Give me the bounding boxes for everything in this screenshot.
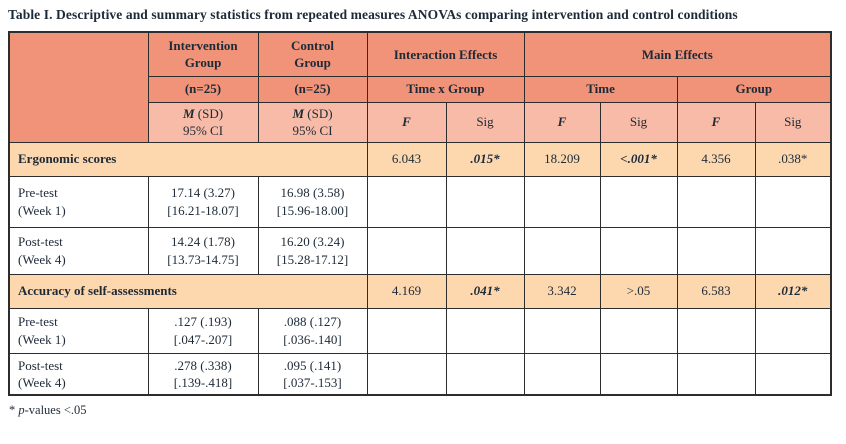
empty-cell — [523, 226, 601, 275]
data-row-pretest-accuracy: Pre-test (Week 1) .127 (.193) [.047-.207… — [8, 307, 832, 354]
time-x-group-header: Time x Group — [366, 75, 525, 103]
stat-interaction-sig: .041* — [445, 273, 525, 309]
empty-cell — [445, 307, 525, 354]
data-row-posttest-accuracy: Post-test (Week 4) .278 (.338) [.139-.41… — [8, 352, 832, 396]
sd-label: (SD) — [304, 105, 333, 121]
header-row-1: Intervention Group Control Group Interac… — [8, 31, 832, 143]
stat-interaction-sig: .015* — [445, 141, 525, 177]
anova-table: Intervention Group Control Group Interac… — [8, 31, 833, 396]
section-row-accuracy: Accuracy of self-assessments 4.169 .041*… — [8, 273, 832, 309]
empty-cell — [366, 307, 447, 354]
data-row-posttest-ergonomic: Post-test (Week 4) 14.24 (1.78) [13.73-1… — [8, 226, 832, 275]
m-label: M — [292, 105, 305, 121]
empty-cell — [445, 175, 525, 228]
row-label: Post-test (Week 4) — [8, 352, 149, 396]
empty-cell — [523, 352, 601, 396]
empty-cell — [523, 307, 601, 354]
section-label: Ergonomic scores — [8, 141, 368, 177]
time-header: Time — [523, 75, 678, 103]
empty-cell — [366, 352, 447, 396]
empty-cell — [523, 175, 601, 228]
interaction-f-header: F — [366, 101, 447, 143]
empty-cell — [445, 352, 525, 396]
page: Table I. Descriptive and summary statist… — [8, 7, 838, 418]
row-label: Post-test (Week 4) — [8, 226, 149, 275]
footnote-p: p — [18, 403, 25, 417]
m-label: M — [182, 105, 195, 121]
group-sig-header: Sig — [754, 101, 832, 143]
empty-cell — [676, 307, 756, 354]
stat-group-sig: .012* — [754, 273, 832, 309]
interaction-effects-header: Interaction Effects — [366, 31, 525, 77]
intervention-msd-header: M (SD) 95% CI — [147, 101, 259, 143]
empty-cell — [754, 307, 832, 354]
control-n-cell: (n=25) — [257, 75, 368, 103]
interaction-sig-header: Sig — [445, 101, 525, 143]
empty-cell — [754, 226, 832, 275]
footnote-text: -values <.05 — [24, 403, 87, 417]
table-title: Table I. Descriptive and summary statist… — [8, 7, 738, 22]
stat-time-sig: >.05 — [599, 273, 678, 309]
control-value: .088 (.127) [.036-.140] — [257, 307, 368, 354]
intervention-n-cell: (n=25) — [147, 75, 259, 103]
sd-label: (SD) — [194, 105, 224, 121]
empty-cell — [676, 175, 756, 228]
empty-cell — [445, 226, 525, 275]
empty-cell — [599, 175, 678, 228]
empty-cell — [676, 352, 756, 396]
group-f-header: F — [676, 101, 756, 143]
ci-label: 95% CI — [292, 123, 333, 138]
stat-group-f: 6.583 — [676, 273, 756, 309]
section-row-ergonomic: Ergonomic scores 6.043 .015* 18.209 <.00… — [8, 141, 832, 177]
data-row-pretest-ergonomic: Pre-test (Week 1) 17.14 (3.27) [16.21-18… — [8, 175, 832, 228]
control-value: 16.20 (3.24) [15.28-17.12] — [257, 226, 368, 275]
footnote: * p-values <.05 — [9, 403, 838, 418]
group-header: Group — [676, 75, 832, 103]
time-sig-header: Sig — [599, 101, 678, 143]
stat-group-f: 4.356 — [676, 141, 756, 177]
row-label: Pre-test (Week 1) — [8, 175, 149, 228]
empty-cell — [599, 307, 678, 354]
control-msd-header: M (SD) 95% CI — [257, 101, 368, 143]
stat-time-f: 18.209 — [523, 141, 601, 177]
stat-interaction-f: 4.169 — [366, 273, 447, 309]
empty-cell — [754, 352, 832, 396]
intervention-group-header: Intervention Group — [147, 31, 259, 77]
empty-cell — [366, 175, 447, 228]
stat-group-sig: .038* — [754, 141, 832, 177]
control-value: 16.98 (3.58) [15.96-18.00] — [257, 175, 368, 228]
section-label: Accuracy of self-assessments — [8, 273, 368, 309]
stat-interaction-f: 6.043 — [366, 141, 447, 177]
empty-cell — [754, 175, 832, 228]
control-group-header: Control Group — [257, 31, 368, 77]
intervention-value: 17.14 (3.27) [16.21-18.07] — [147, 175, 259, 228]
m-sd-line: M (SD) — [262, 105, 364, 122]
intervention-value: .278 (.338) [.139-.418] — [147, 352, 259, 396]
empty-cell — [599, 352, 678, 396]
empty-cell — [676, 226, 756, 275]
footnote-star: * — [9, 403, 19, 417]
time-f-header: F — [523, 101, 601, 143]
control-value: .095 (.141) [.037-.153] — [257, 352, 368, 396]
m-sd-line: M (SD) — [152, 105, 255, 122]
ci-label: 95% CI — [182, 123, 224, 138]
intervention-value: .127 (.193) [.047-.207] — [147, 307, 259, 354]
row-label: Pre-test (Week 1) — [8, 307, 149, 354]
stat-time-sig: <.001* — [599, 141, 678, 177]
header-row-2: (n=25) (n=25) Time x Group Time Group — [9, 75, 832, 103]
header-row-3: M (SD) 95% CI M (SD) 95% CI F Sig F Sig … — [9, 101, 832, 143]
empty-cell — [599, 226, 678, 275]
main-effects-header: Main Effects — [523, 31, 832, 77]
corner-header-cell — [8, 31, 149, 143]
empty-cell — [366, 226, 447, 275]
stat-time-f: 3.342 — [523, 273, 601, 309]
intervention-value: 14.24 (1.78) [13.73-14.75] — [147, 226, 259, 275]
